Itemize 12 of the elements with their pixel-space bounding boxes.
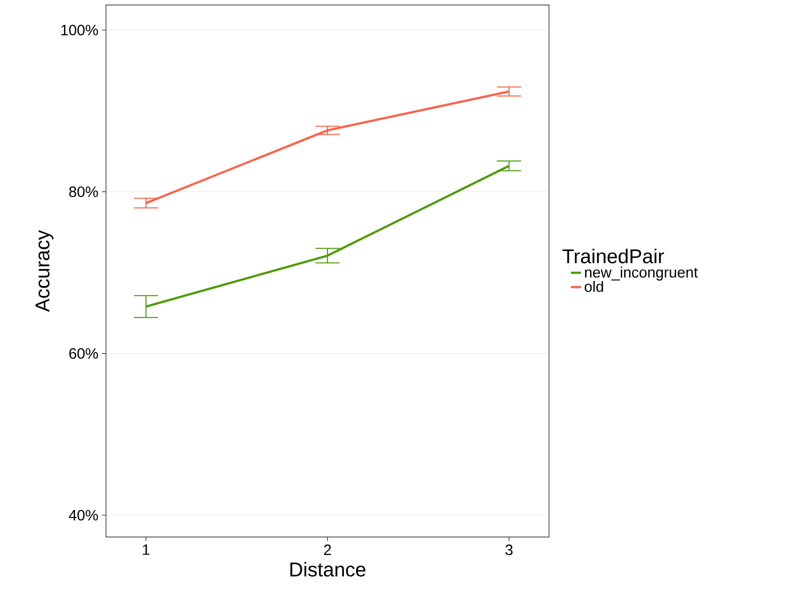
y-tick-label: 80% [69, 186, 98, 198]
x-tick-label: 1 [142, 544, 150, 555]
x-tick-label: 2 [324, 544, 331, 555]
legend-label: new_incongruent [585, 266, 698, 281]
y-tick-label: 40% [68, 510, 98, 520]
y-axis-title: Accuracy [36, 230, 54, 312]
y-tick-label: 60% [69, 348, 98, 359]
y-tick-label: 100% [61, 24, 98, 36]
x-tick-label: 3 [505, 544, 513, 556]
x-axis-title: Distance [290, 562, 366, 577]
legend-label: old [584, 280, 604, 292]
legend-title: TrainedPair [562, 248, 664, 264]
